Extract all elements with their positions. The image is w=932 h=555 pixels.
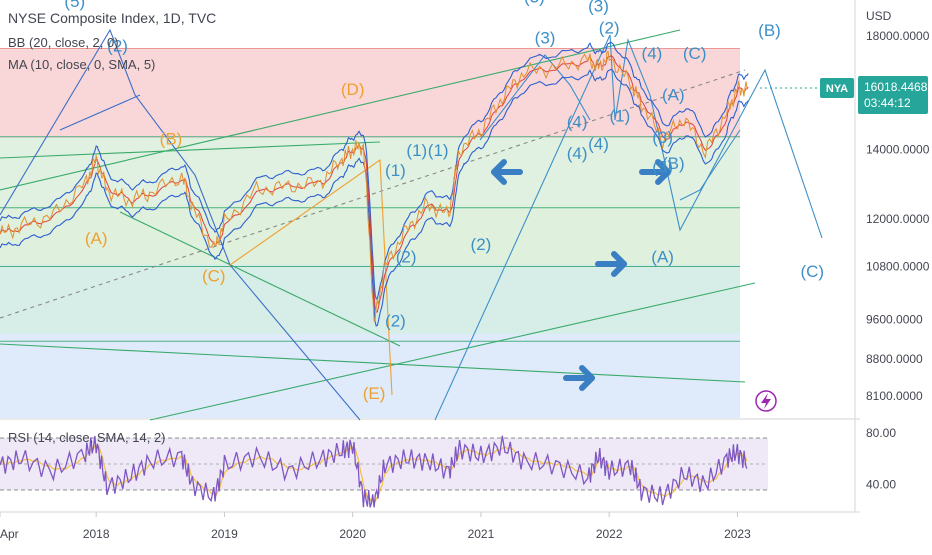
wave-label-blue: (4) bbox=[588, 134, 609, 153]
price-line bbox=[0, 51, 749, 322]
price-tick-label: 9600.0000 bbox=[866, 313, 923, 327]
wave-label-blue: (4) bbox=[567, 144, 588, 163]
bollinger-lower bbox=[0, 68, 749, 327]
currency-label: USD bbox=[866, 9, 892, 23]
trendline-lower-green bbox=[119, 211, 401, 347]
wave-label-blue: (1) bbox=[428, 141, 449, 160]
projection-blue-3 bbox=[434, 34, 823, 421]
wave-label-orange: (B) bbox=[160, 130, 183, 149]
wave-labels: (A)(B)(C)(D)(E)(5)(2)(1)(1) (1)(2)(2)(2)(… bbox=[64, 0, 824, 403]
wave-label-blue: (2) bbox=[471, 235, 492, 254]
wave-label-orange: (E) bbox=[363, 384, 386, 403]
time-tick-label: 2018 bbox=[83, 527, 110, 541]
projection-orange bbox=[229, 158, 393, 396]
price-tick-label: 10800.0000 bbox=[866, 259, 930, 273]
time-tick-label: 2020 bbox=[339, 527, 366, 541]
rsi-tick-label: 40.00 bbox=[866, 477, 896, 491]
wave-label-blue: (C) bbox=[683, 44, 707, 63]
wave-label-blue: (B) bbox=[662, 154, 685, 173]
wave-label-blue: (A) bbox=[651, 247, 674, 266]
fib-zones bbox=[0, 50, 740, 418]
time-tick-label: 2019 bbox=[211, 527, 238, 541]
wave-label-blue: (4) bbox=[642, 44, 663, 63]
arrow-left-icon bbox=[491, 159, 523, 185]
price-badge: NYA 16018.4468 03:44:12 bbox=[820, 76, 928, 114]
arrow-right-icon bbox=[639, 159, 671, 185]
arrow-right-icon bbox=[563, 365, 595, 391]
price-badge-bg bbox=[858, 76, 928, 114]
wave-label-blue: (1) bbox=[609, 106, 630, 125]
moving-average bbox=[0, 55, 749, 313]
wave-label-blue: (3) bbox=[535, 29, 556, 48]
symbol-badge: NYA bbox=[826, 83, 848, 95]
wave-label-blue: (3) bbox=[588, 0, 609, 16]
countdown: 03:44:12 bbox=[864, 96, 911, 110]
bollinger-legend[interactable]: BB (20, close, 2, 0) bbox=[8, 35, 119, 50]
wave-label-blue: (5) bbox=[64, 0, 85, 11]
wave-label-blue: (2) bbox=[396, 247, 417, 266]
price-tick-label: 8800.0000 bbox=[866, 352, 923, 366]
wave-label-orange: (A) bbox=[85, 229, 108, 248]
time-tick-label: 2023 bbox=[724, 527, 751, 541]
wave-label-blue: (C) bbox=[800, 262, 824, 281]
rsi-legend[interactable]: RSI (14, close, SMA, 14, 2) bbox=[8, 430, 166, 445]
trendline-support bbox=[149, 282, 756, 421]
time-tick-label: 2022 bbox=[596, 527, 623, 541]
projection-blue-1 bbox=[0, 28, 361, 421]
chart-title: NYSE Composite Index, 1D, TVC bbox=[8, 10, 217, 26]
rsi-line bbox=[0, 435, 748, 508]
wave-label-blue: (1) bbox=[385, 161, 406, 180]
arrows bbox=[491, 159, 671, 391]
flash-icon[interactable] bbox=[755, 390, 777, 412]
price-tick-label: 12000.0000 bbox=[866, 212, 930, 226]
arrow-right-icon bbox=[595, 251, 627, 277]
wave-label-blue: (2) bbox=[599, 19, 620, 38]
price-tick-label: 18000.0000 bbox=[866, 29, 930, 43]
ma-legend[interactable]: MA (10, close, 0, SMA, 5) bbox=[8, 57, 156, 72]
trendlines bbox=[0, 28, 823, 421]
fib-zone-green bbox=[0, 138, 740, 204]
projection-green-2 bbox=[679, 129, 741, 201]
price-tick-label: 8100.0000 bbox=[866, 389, 923, 403]
time-tick-label: Apr bbox=[0, 527, 19, 541]
wave-label-blue: (1) bbox=[406, 141, 427, 160]
wave-label-blue: (B) bbox=[758, 21, 781, 40]
wave-label-blue: (2) bbox=[107, 36, 128, 55]
time-axis[interactable]: Apr 2018 2019 2020 2021 2022 2023 bbox=[0, 512, 751, 541]
price-series bbox=[0, 41, 830, 327]
projection-blue-2 bbox=[59, 94, 141, 131]
rsi-pane bbox=[0, 435, 768, 508]
current-price-value: 16018.4468 bbox=[864, 80, 928, 94]
trendline-upper-green bbox=[0, 29, 681, 191]
trendline-dashed bbox=[0, 69, 746, 319]
trendline-mid-green bbox=[0, 141, 381, 159]
price-tick-label: 14000.0000 bbox=[866, 142, 930, 156]
trendline-bottom bbox=[0, 343, 746, 383]
wave-label-orange: (C) bbox=[202, 266, 226, 285]
wave-label-blue: (4) bbox=[567, 112, 588, 131]
fib-zone-teal bbox=[0, 264, 740, 334]
projection-blue-4 bbox=[479, 54, 591, 141]
price-scale[interactable]: 18000.0000 14000.0000 12000.0000 10800.0000… bbox=[866, 29, 930, 403]
wave-label-blue: (3) bbox=[524, 0, 545, 6]
time-tick-label: 2021 bbox=[468, 527, 495, 541]
wave-label-blue: (3) bbox=[652, 128, 673, 147]
rsi-tick-label: 80.00 bbox=[866, 426, 896, 440]
wave-label-blue: (5) bbox=[652, 158, 673, 177]
symbol-badge-bg bbox=[820, 78, 854, 98]
rsi-scale[interactable]: 80.00 40.00 bbox=[866, 426, 896, 491]
wave-label-orange: (D) bbox=[341, 80, 365, 99]
wave-label-blue: (A) bbox=[662, 86, 685, 105]
wave-label-blue: (2) bbox=[385, 312, 406, 331]
